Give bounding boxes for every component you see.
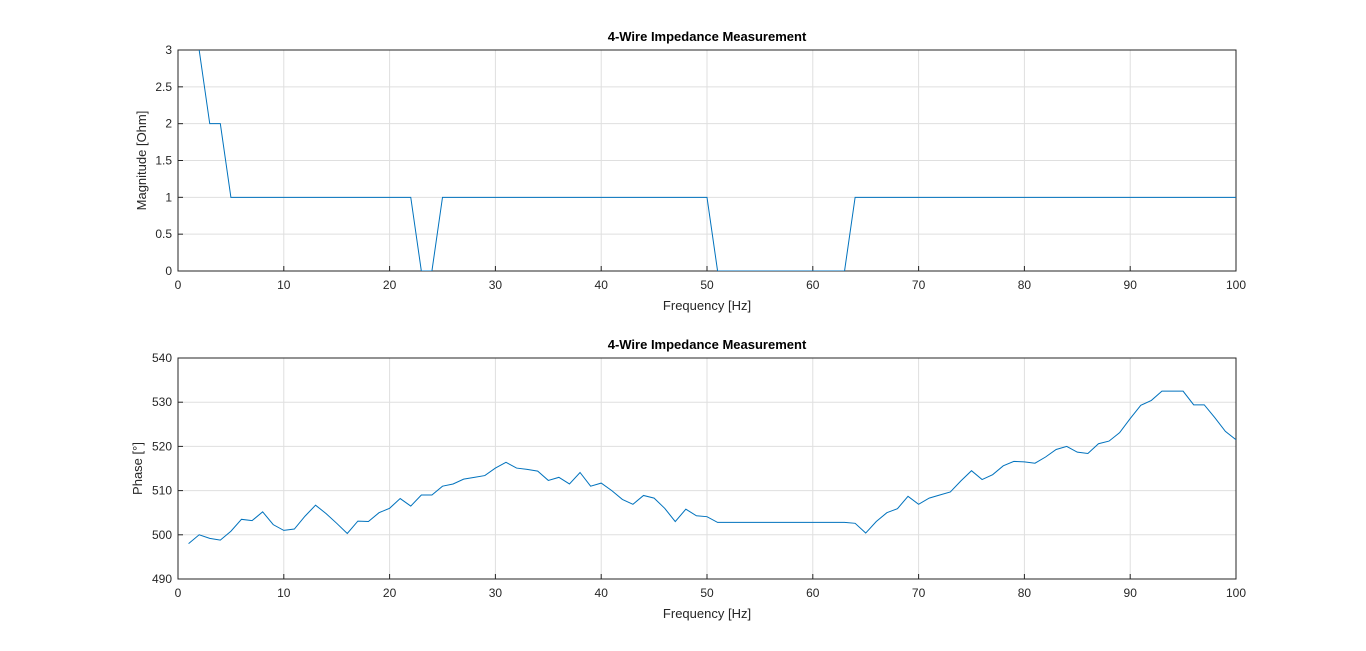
- phase-series-line: [188, 390, 1236, 545]
- phase-x-tick-label: 90: [1124, 586, 1138, 600]
- magnitude-series: [198, 50, 1236, 271]
- phase-y-tick-label: 530: [152, 395, 172, 409]
- magnitude-y-tick-label: 2.5: [155, 80, 172, 94]
- phase-x-tick-label: 20: [383, 586, 397, 600]
- magnitude-y-tick-label: 2: [165, 117, 172, 131]
- magnitude-y-tick-label: 0: [165, 264, 172, 278]
- magnitude-x-tick-label: 20: [383, 278, 397, 292]
- magnitude-y-tick-label: 0.5: [155, 227, 172, 241]
- magnitude-y-axis-label: Magnitude [Ohm]: [134, 111, 149, 211]
- phase-series: [188, 390, 1236, 545]
- phase-y-tick-label: 490: [152, 572, 172, 586]
- phase-grid: [178, 358, 1236, 579]
- magnitude-plot: 4-Wire Impedance Measurement 0 10 20 30 40 50…: [134, 29, 1246, 313]
- phase-x-tick-label: 60: [806, 586, 820, 600]
- phase-x-tick-label: 100: [1226, 586, 1246, 600]
- phase-plot: 4-Wire Impedance Measurement 0 10 20 30 40 50…: [130, 337, 1246, 621]
- phase-x-tick-label: 80: [1018, 586, 1032, 600]
- magnitude-x-axis-label: Frequency [Hz]: [663, 298, 751, 313]
- magnitude-y-tick-label: 1.5: [155, 154, 172, 168]
- magnitude-x-tick-label: 30: [489, 278, 503, 292]
- phase-ticks: 0 10 20 30 40 50 60 70 80 90 100 490 500 510 520 530 540: [152, 351, 1246, 600]
- magnitude-y-tick-label: 1: [165, 190, 172, 204]
- magnitude-x-tick-label: 10: [277, 278, 291, 292]
- phase-y-tick-label: 540: [152, 351, 172, 365]
- phase-x-tick-label: 10: [277, 586, 291, 600]
- magnitude-x-tick-label: 70: [912, 278, 926, 292]
- phase-y-tick-label: 500: [152, 528, 172, 542]
- magnitude-x-tick-label: 40: [595, 278, 609, 292]
- magnitude-y-tick-label: 3: [165, 43, 172, 57]
- phase-x-tick-label: 30: [489, 586, 503, 600]
- magnitude-x-tick-label: 60: [806, 278, 820, 292]
- phase-x-tick-label: 0: [175, 586, 182, 600]
- phase-y-tick-label: 510: [152, 484, 172, 498]
- magnitude-series-line: [198, 50, 1236, 271]
- phase-y-axis-label: Phase [°]: [130, 442, 145, 495]
- magnitude-plot-title: 4-Wire Impedance Measurement: [608, 29, 807, 44]
- phase-x-axis-label: Frequency [Hz]: [663, 606, 751, 621]
- magnitude-x-tick-label: 80: [1018, 278, 1032, 292]
- phase-x-tick-label: 40: [595, 586, 609, 600]
- magnitude-x-tick-label: 50: [700, 278, 714, 292]
- magnitude-x-tick-label: 0: [175, 278, 182, 292]
- phase-plot-title: 4-Wire Impedance Measurement: [608, 337, 807, 352]
- phase-x-tick-label: 50: [700, 586, 714, 600]
- phase-x-tick-label: 70: [912, 586, 926, 600]
- magnitude-ticks: 0 10 20 30 40 50 60 70 80 90 100 0 0.5 1 1.5 2 2.5 3: [155, 43, 1246, 292]
- magnitude-x-tick-label: 100: [1226, 278, 1246, 292]
- magnitude-x-tick-label: 90: [1124, 278, 1138, 292]
- phase-y-tick-label: 520: [152, 439, 172, 453]
